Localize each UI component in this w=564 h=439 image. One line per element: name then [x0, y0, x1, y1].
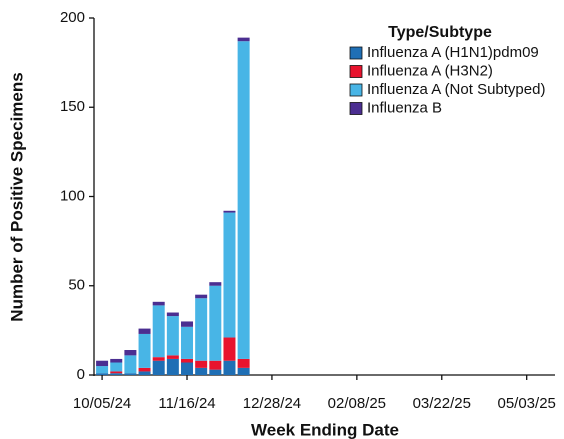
bar-segment	[223, 212, 236, 338]
bar-segment	[152, 360, 165, 375]
legend-swatch	[349, 102, 363, 115]
bar-segment	[96, 366, 109, 374]
bar-segment	[166, 316, 179, 356]
bar-segment	[223, 337, 236, 361]
bar-segment	[209, 282, 222, 286]
bar-segment	[237, 37, 250, 42]
bar-segment	[237, 367, 250, 375]
bar-segment	[209, 369, 222, 375]
x-tick-label: 03/22/25	[413, 395, 471, 412]
bar-segment	[96, 373, 109, 375]
bar-segment	[195, 298, 208, 361]
y-axis-title: Number of Positive Specimens	[7, 72, 26, 321]
bar-segment	[152, 357, 165, 361]
bar-segment	[138, 367, 151, 372]
bar-segment	[181, 326, 194, 359]
bar-segment	[124, 373, 137, 375]
y-tick-label: 0	[77, 366, 85, 383]
bar-segment	[138, 328, 151, 334]
bar-segment	[223, 360, 236, 375]
legend-swatch	[349, 46, 363, 60]
bar-segment	[181, 321, 194, 327]
x-axis-title: Week Ending Date	[251, 420, 399, 439]
bar-segment	[195, 294, 208, 299]
legend-label: Influenza A (Not Subtyped)	[367, 81, 545, 98]
bar-segment	[110, 373, 123, 375]
bar-segment	[110, 358, 123, 363]
x-tick-label: 02/08/25	[328, 395, 386, 412]
bar-segment	[124, 350, 137, 356]
bar-segment	[138, 333, 151, 368]
legend-swatch	[349, 83, 363, 97]
bar-segment	[138, 371, 151, 375]
y-tick-label: 200	[60, 9, 85, 26]
x-tick-label: 05/03/25	[497, 395, 555, 412]
y-tick-label: 100	[60, 187, 85, 204]
bar-segment	[152, 305, 165, 358]
y-tick-label: 150	[60, 98, 85, 115]
bar-segment	[124, 355, 137, 374]
bar-segment	[181, 362, 194, 375]
x-tick-label: 10/05/24	[73, 395, 131, 412]
bar-segment	[110, 371, 123, 374]
bar-segment	[96, 360, 109, 367]
bar-segment	[209, 285, 222, 361]
bar-segment	[195, 367, 208, 375]
bar-segment	[152, 301, 165, 306]
bar-segment	[209, 360, 222, 370]
legend-swatch	[349, 65, 363, 78]
legend-label: Influenza B	[367, 99, 442, 116]
bar-segment	[237, 41, 250, 359]
legend-label: Influenza A (H1N1)pdm09	[367, 44, 539, 61]
bar-segment	[166, 355, 179, 359]
y-tick-label: 50	[68, 277, 85, 294]
x-tick-label: 12/28/24	[243, 395, 301, 412]
bar-segment	[237, 358, 250, 368]
bar-segment	[166, 312, 179, 317]
bar-segment	[166, 358, 179, 375]
x-tick-label: 11/16/24	[158, 395, 215, 412]
bar-segment	[223, 210, 236, 213]
legend-title: Type/Subtype	[388, 24, 492, 41]
bar-segment	[110, 362, 123, 372]
bar-segment	[181, 358, 194, 363]
legend-label: Influenza A (H3N2)	[367, 62, 493, 79]
bar-segment	[195, 360, 208, 368]
